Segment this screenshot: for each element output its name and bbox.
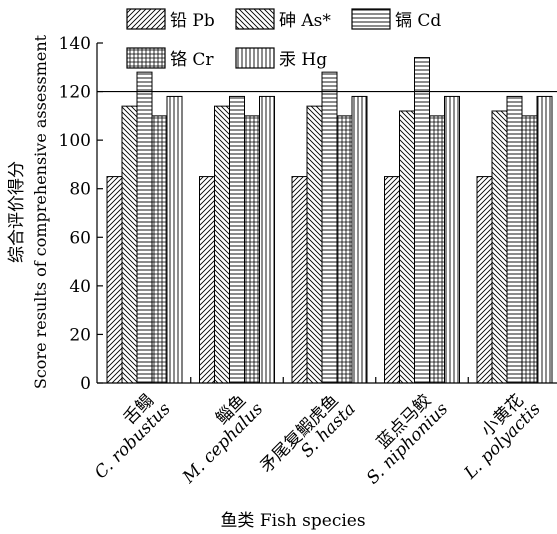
y-axis-title-cn: 综合评价得分 [7,161,27,263]
bar-vertical-0 [166,95,183,384]
legend-label: 镉 Cd [395,11,441,31]
y-tick-label: 60 [69,228,91,248]
legend-swatch-grid [126,47,166,69]
bar-grid-0 [151,115,168,384]
y-tick-label: 120 [59,83,91,103]
bar-diag-right-0 [106,176,123,384]
y-axis-title-en: Score results of comprehensive assessmen… [31,34,50,389]
y-tick-label: 100 [59,131,91,151]
legend: 铅 Pb 砷 As* 镉 Cd 铬 Cr 汞 Hg [126,8,441,70]
legend-label: 铅 Pb [170,11,215,31]
bar-horizontal-1 [229,95,245,384]
y-tick-label: 140 [59,34,91,54]
legend-swatch-horizontal [351,8,391,30]
bar-diag-left-1 [214,105,230,384]
bar-diag-left-0 [121,105,138,384]
legend-label: 铬 Cr [170,50,214,70]
category-label: 鲻鱼M. cephalus [178,391,267,488]
bar-diag-right-3 [384,176,400,384]
bar-grid-1 [244,115,260,384]
y-tick-label: 0 [80,374,91,394]
bar-horizontal-3 [414,57,430,384]
y-tick-label: 40 [69,277,91,297]
bar-horizontal-0 [136,71,153,384]
bar-vertical-2 [351,95,368,384]
legend-swatch-diag-left [235,8,275,30]
y-tick-label: 20 [69,325,91,345]
bar-grid-4 [521,115,538,384]
bar-vertical-4 [536,95,553,384]
bar-horizontal-4 [506,95,523,384]
bar-diag-left-3 [399,110,415,384]
bar-grid-3 [429,115,445,384]
legend-label: 砷 As* [279,11,331,31]
bar-diag-right-4 [476,176,493,384]
bar-horizontal-2 [321,71,338,384]
y-tick-label: 80 [69,180,91,200]
legend-swatch-vertical [235,47,275,69]
bar-grid-2 [336,115,353,384]
bar-diag-left-2 [306,105,323,384]
category-label: 舌鳎C. robustus [91,391,175,483]
legend-swatch-diag-right [126,8,166,30]
y-axis-title: 综合评价得分 Score results of comprehensive as… [7,34,50,389]
x-axis-ticks [190,377,469,383]
legend-label: 汞 Hg [279,50,327,70]
bars [106,57,553,384]
bar-vertical-3 [444,95,460,384]
bar-diag-right-1 [199,176,215,384]
bar-diag-right-2 [291,176,308,384]
bar-vertical-1 [259,95,275,384]
x-axis-title: 鱼类 Fish species [220,511,365,531]
bar-diag-left-4 [491,110,508,384]
y-axis-ticks: 0 20 40 60 80 100 120 140 [59,34,103,394]
